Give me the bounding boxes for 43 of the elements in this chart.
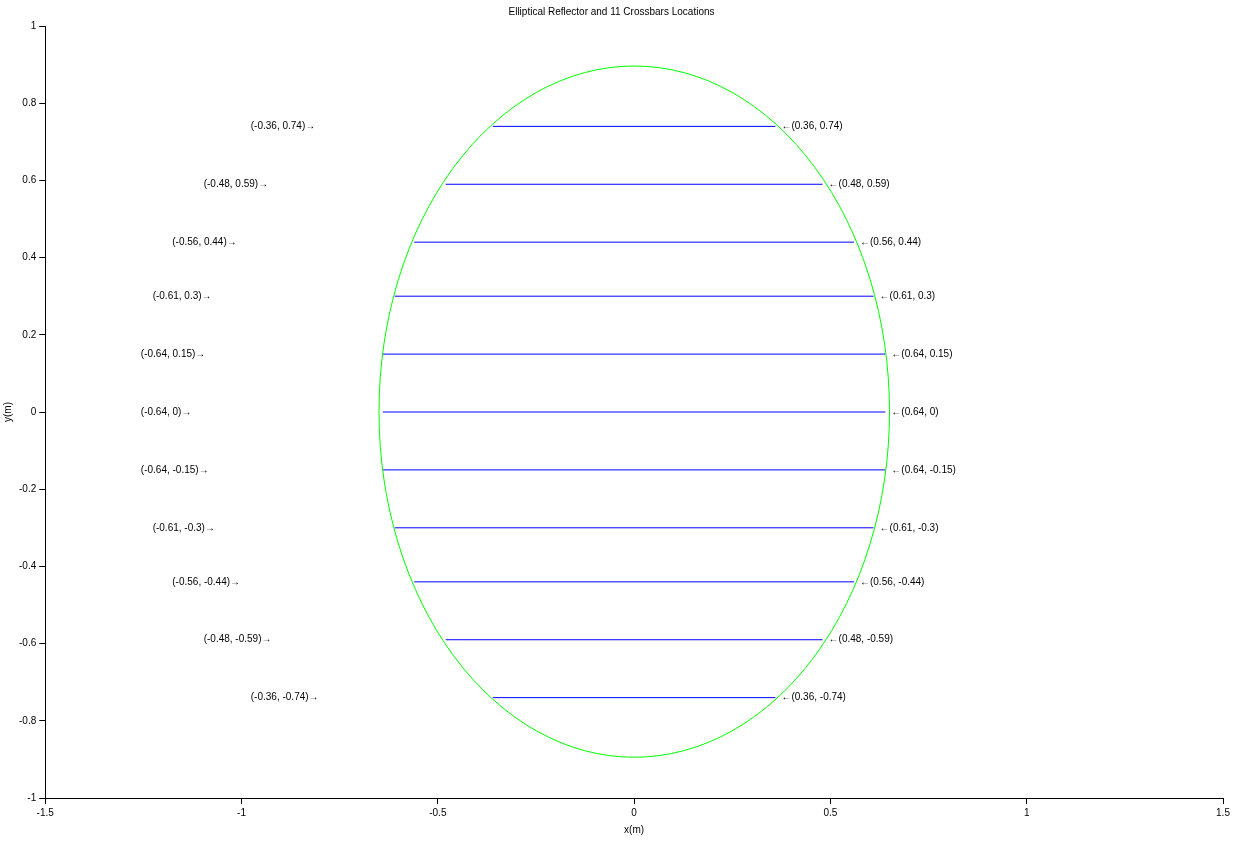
annotation: ←(0.48, -0.59) bbox=[828, 633, 894, 645]
x-axis-title: x(m) bbox=[624, 823, 645, 835]
x-tick-label: 0 bbox=[631, 806, 638, 818]
annotation: ←(0.36, 0.74) bbox=[781, 120, 843, 132]
annotation: ←(0.64, 0) bbox=[891, 405, 939, 417]
annotation: (-0.61, 0.3)→ bbox=[152, 289, 212, 301]
annotation: (-0.61, -0.3)→ bbox=[152, 521, 215, 533]
annotation: (-0.56, 0.44)→ bbox=[172, 235, 237, 247]
x-tick-label: 1.5 bbox=[1216, 806, 1231, 818]
y-tick-label: 0.6 bbox=[22, 174, 37, 186]
y-tick-label: -0.2 bbox=[19, 482, 37, 494]
x-tick-label: 0.5 bbox=[823, 806, 838, 818]
y-tick-label: 0 bbox=[30, 405, 37, 417]
y-tick-label: -1 bbox=[27, 791, 37, 803]
annotation: (-0.64, 0.15)→ bbox=[140, 347, 206, 359]
y-tick-label: -0.8 bbox=[19, 714, 37, 726]
x-tick-label: 1 bbox=[1023, 806, 1030, 818]
annotation: (-0.36, -0.74)→ bbox=[250, 691, 319, 703]
annotation: ←(0.64, 0.15) bbox=[891, 347, 953, 359]
annotation: (-0.48, -0.59)→ bbox=[203, 633, 272, 645]
annotation: ←(0.61, -0.3) bbox=[879, 521, 939, 533]
y-tick-label: 0.4 bbox=[22, 251, 37, 263]
annotation: (-0.36, 0.74)→ bbox=[250, 120, 316, 132]
y-tick-label: 0.8 bbox=[22, 96, 37, 108]
annotation: ←(0.36, -0.74) bbox=[781, 691, 846, 703]
chart-title: Elliptical Reflector and 11 Crossbars Locations bbox=[508, 5, 715, 17]
annotation: ←(0.48, 0.59) bbox=[828, 178, 890, 190]
x-tick-label: -0.5 bbox=[429, 806, 447, 818]
y-tick-label: 1 bbox=[30, 19, 37, 31]
annotation: ←(0.56, 0.44) bbox=[859, 235, 922, 247]
y-tick-label: -0.4 bbox=[19, 560, 37, 572]
annotation: ←(0.64, -0.15) bbox=[891, 463, 956, 475]
x-tick-label: -1 bbox=[237, 806, 247, 818]
annotation: ←(0.61, 0.3) bbox=[879, 289, 936, 301]
y-axis-title: y(m) bbox=[1, 402, 13, 422]
annotation: (-0.64, -0.15)→ bbox=[140, 463, 209, 475]
annotation: (-0.64, 0)→ bbox=[140, 405, 192, 417]
y-tick-label: 0.2 bbox=[22, 328, 37, 340]
annotation: (-0.48, 0.59)→ bbox=[203, 178, 269, 190]
y-tick-label: -0.6 bbox=[19, 637, 37, 649]
x-tick-label: -1.5 bbox=[36, 806, 55, 818]
annotation: ←(0.56, -0.44) bbox=[859, 575, 925, 587]
annotation: (-0.56, -0.44)→ bbox=[172, 575, 241, 587]
